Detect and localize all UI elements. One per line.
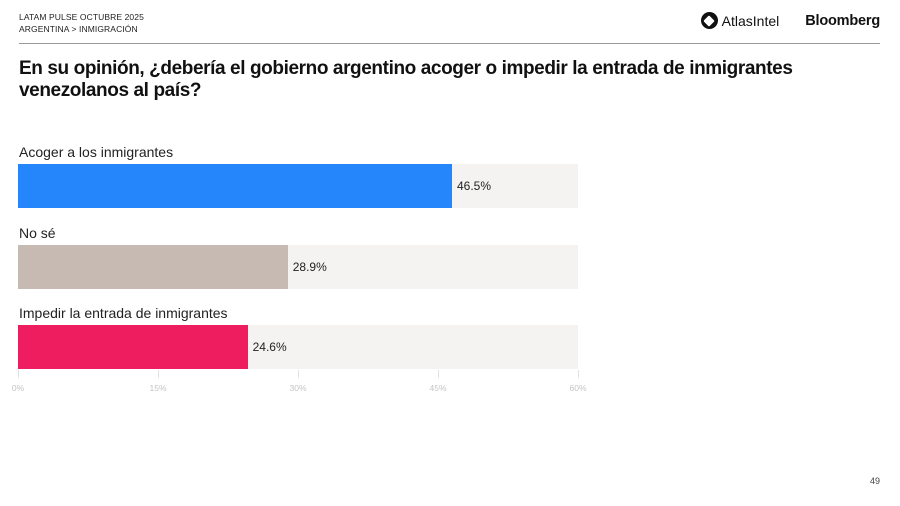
question-title: En su opinión, ¿debería el gobierno arge… <box>19 58 793 101</box>
bar-category-label: Acoger a los inmigrantes <box>19 144 174 160</box>
bar-value-label: 28.9% <box>292 260 327 274</box>
x-tick <box>438 370 439 378</box>
x-tick-label: 45% <box>429 383 447 393</box>
bar-category-label: Impedir la entrada de inmigrantes <box>19 305 228 321</box>
bar-value-label: 46.5% <box>457 179 492 193</box>
x-tick <box>298 370 299 378</box>
x-tick <box>578 370 579 378</box>
bar-track: 28.9% <box>18 245 578 289</box>
page-number: 49 <box>869 476 880 486</box>
bar-value-label: 24.6% <box>252 340 287 354</box>
bar <box>18 325 248 369</box>
bar-category-label: No sé <box>19 225 56 241</box>
brand-logos: AtlasIntel Bloomberg <box>700 12 880 29</box>
atlasintel-wordmark: AtlasIntel <box>721 12 780 29</box>
bloomberg-logo: Bloomberg <box>805 12 880 29</box>
x-tick <box>18 370 19 378</box>
bar <box>18 245 288 289</box>
survey-name: LATAM PULSE OCTUBRE 2025 <box>19 12 144 22</box>
bar-track: 46.5% <box>18 164 578 208</box>
x-tick-label: 15% <box>149 383 167 393</box>
x-axis: 0% 15% 30% 45% 60% <box>12 370 587 396</box>
x-tick-label: 60% <box>569 383 587 393</box>
x-tick-label: 30% <box>289 383 307 393</box>
atlasintel-mark-icon <box>700 12 718 29</box>
x-tick-label: 0% <box>11 383 25 393</box>
bar <box>18 164 452 208</box>
bar-track: 24.6% <box>18 325 578 369</box>
header-divider <box>19 43 880 44</box>
header-meta: LATAM PULSE OCTUBRE 2025 ARGENTINA > INM… <box>19 12 144 35</box>
breadcrumb: ARGENTINA > INMIGRACIÓN <box>19 23 138 34</box>
atlasintel-logo: AtlasIntel <box>700 12 780 29</box>
x-tick <box>158 370 159 378</box>
